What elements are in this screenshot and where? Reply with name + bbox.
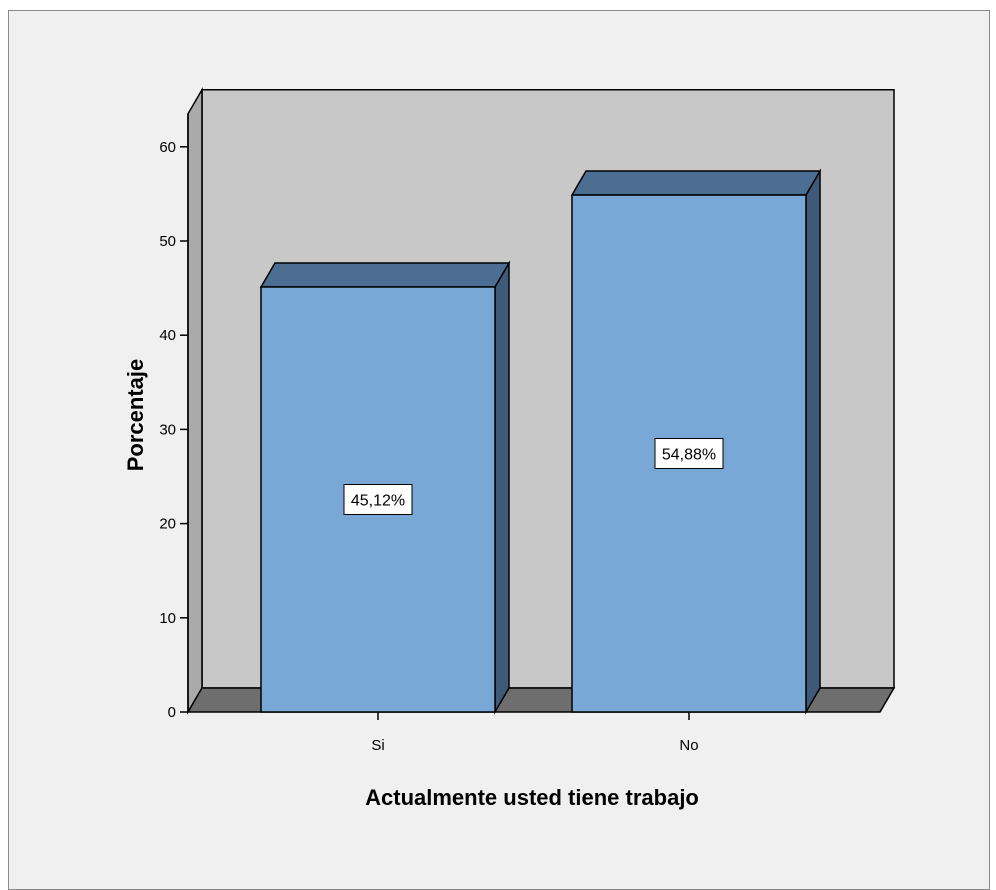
bars: 45,12% 54,88% [259,168,822,715]
data-label: 45,12% [351,492,405,509]
x-axis-title: Actualmente usted tiene trabajo [365,785,699,810]
y-tick-label: 50 [159,233,176,250]
y-tick-label: 40 [159,327,176,344]
y-tick-label: 20 [159,516,176,533]
bar-top [259,262,511,288]
bar-si: 45,12% [259,260,511,715]
data-label-box [654,438,724,470]
bar-top [570,170,822,196]
y-tick-label: 0 [168,704,176,721]
bar-side [494,260,510,715]
y-axis: 0 10 20 30 40 50 60 [159,113,189,721]
side-wall [187,87,203,715]
bar-no: 54,88% [570,168,822,715]
x-axis: Si No [371,712,699,754]
bar-side [805,168,821,715]
x-tick-label: Si [371,737,384,754]
data-label: 54,88% [662,447,716,464]
y-tick-label: 60 [159,139,176,156]
y-axis-title: Porcentaje [123,359,148,472]
y-tick-label: 10 [159,610,176,627]
y-tick-label: 30 [159,421,176,438]
data-label-box [343,483,413,515]
x-tick-label: No [679,737,698,754]
